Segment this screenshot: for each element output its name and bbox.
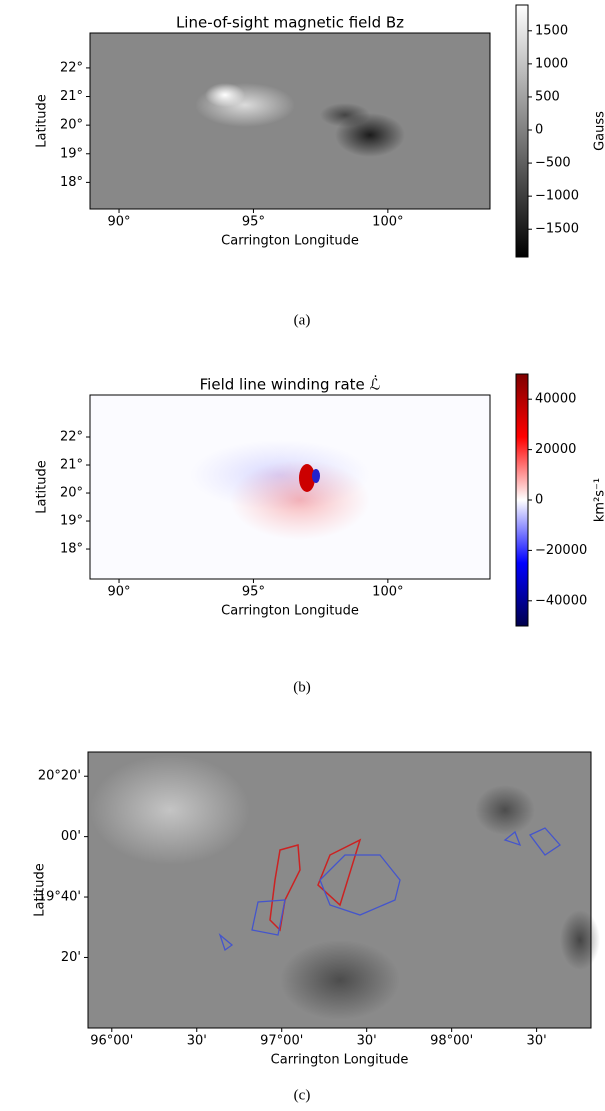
colorbar-tick-label: 0 bbox=[535, 123, 543, 138]
colorbar-tick-label: 40000 bbox=[535, 392, 576, 407]
y-tick-label: 19°40' bbox=[38, 890, 81, 905]
colorbar-tick-label: −1000 bbox=[535, 189, 579, 204]
colorbar-tick-label: 20000 bbox=[535, 442, 576, 457]
caption: (b) bbox=[293, 679, 311, 695]
x-tick-label: 95° bbox=[242, 585, 265, 600]
colorbar bbox=[515, 373, 529, 627]
y-tick-label: 20' bbox=[61, 950, 81, 965]
caption: (a) bbox=[294, 312, 311, 328]
colorbar-tick-label: 0 bbox=[535, 493, 543, 508]
colorbar-tick-label: 500 bbox=[535, 89, 560, 104]
colorbar-tick-label: 1500 bbox=[535, 23, 568, 38]
y-tick-label: 21° bbox=[60, 458, 83, 473]
y-tick-label: 21° bbox=[60, 89, 83, 104]
y-tick-label: 19° bbox=[60, 146, 83, 161]
colorbar-label: Gauss bbox=[593, 111, 605, 151]
colorbar-tick-label: −20000 bbox=[535, 543, 587, 558]
y-tick-label: 18° bbox=[60, 542, 83, 557]
x-tick-label: 98°00' bbox=[430, 1034, 473, 1049]
x-tick-label: 90° bbox=[108, 215, 131, 230]
colorbar-tick-label: −500 bbox=[535, 156, 571, 171]
x-tick-label: 90° bbox=[108, 585, 131, 600]
x-tick-label: 96°00' bbox=[90, 1034, 133, 1049]
x-axis-label: Carrington Longitude bbox=[221, 604, 359, 619]
y-tick-label: 18° bbox=[60, 175, 83, 190]
y-tick-label: 20° bbox=[60, 118, 83, 133]
x-axis-label: Carrington Longitude bbox=[271, 1053, 409, 1068]
colorbar bbox=[515, 4, 529, 258]
magnetogram bbox=[89, 32, 491, 210]
x-tick-label: 95° bbox=[242, 215, 265, 230]
zoom-map bbox=[87, 751, 600, 1029]
colorbar-tick-label: 1000 bbox=[535, 56, 568, 71]
chart-title: Line-of-sight magnetic field Bz bbox=[176, 14, 404, 32]
chart-title: Field line winding rate ℒ̇ bbox=[200, 375, 381, 394]
x-tick-label: 30' bbox=[527, 1034, 547, 1049]
x-tick-label: 30' bbox=[357, 1034, 377, 1049]
x-tick-label: 97°00' bbox=[260, 1034, 303, 1049]
x-axis-label: Carrington Longitude bbox=[221, 234, 359, 249]
y-tick-label: 22° bbox=[60, 430, 83, 445]
y-tick-label: 20° bbox=[60, 486, 83, 501]
y-tick-label: 22° bbox=[60, 60, 83, 75]
caption: (c) bbox=[294, 1087, 311, 1103]
x-tick-label: 30' bbox=[187, 1034, 207, 1049]
y-axis-label: Latitude bbox=[35, 460, 50, 514]
y-tick-label: 00' bbox=[61, 829, 81, 844]
winding-map bbox=[89, 394, 491, 580]
x-tick-label: 100° bbox=[372, 585, 403, 600]
y-tick-label: 19° bbox=[60, 514, 83, 529]
colorbar-tick-label: −40000 bbox=[535, 593, 587, 608]
colorbar-tick-label: −1500 bbox=[535, 222, 579, 237]
x-tick-label: 100° bbox=[372, 215, 403, 230]
y-axis-label: Latitude bbox=[35, 94, 50, 148]
colorbar-label: km²s⁻¹ bbox=[593, 478, 605, 522]
y-tick-label: 20°20' bbox=[38, 769, 81, 784]
y-axis-label: Latitude bbox=[33, 863, 48, 917]
